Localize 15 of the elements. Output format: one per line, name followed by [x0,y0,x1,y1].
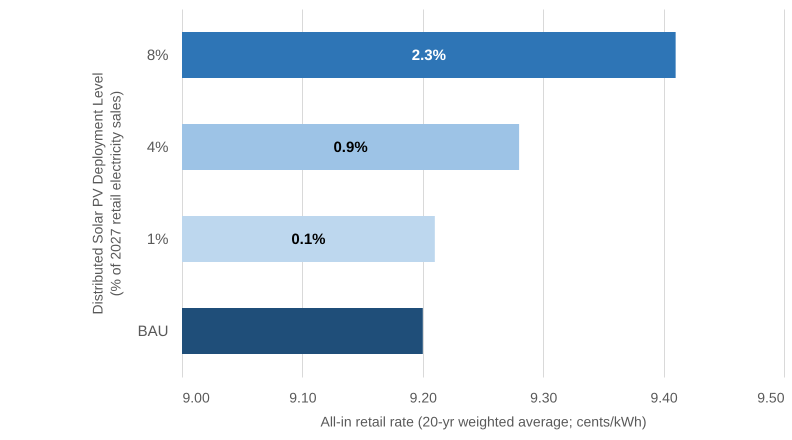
y-tick-label: 8% [146,47,168,64]
x-tick-label: 9.00 [182,390,210,406]
annotation: 0.9% [333,139,368,156]
x-tick-label: 9.20 [410,390,438,406]
y-tick-label: 4% [146,139,168,156]
y-tick-label: 1% [146,231,168,248]
x-axis-title: All-in retail rate (20-yr weighted average; cents/kWh) [320,414,647,430]
x-tick-label: 9.50 [757,390,785,406]
x-tick-label: 9.10 [289,390,317,406]
annotation: 0.1% [291,231,326,248]
x-tick-label: 9.40 [650,390,678,406]
x-tick-label: 9.30 [530,390,558,406]
y-tick-label: BAU [138,323,168,340]
annotation: 2.3% [412,47,446,64]
y-axis-title: Distributed Solar PV Deployment Level (% of 2027 retail electricity sales) [90,72,124,315]
